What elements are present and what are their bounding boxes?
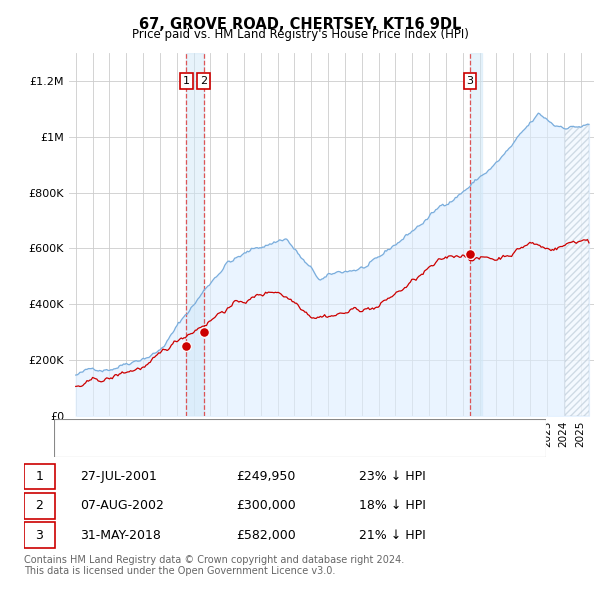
Text: 21% ↓ HPI: 21% ↓ HPI [359,529,425,542]
Text: 2: 2 [35,499,43,513]
FancyBboxPatch shape [24,493,55,519]
Text: Contains HM Land Registry data © Crown copyright and database right 2024.
This d: Contains HM Land Registry data © Crown c… [24,555,404,576]
Text: 67, GROVE ROAD, CHERTSEY, KT16 9DL: 67, GROVE ROAD, CHERTSEY, KT16 9DL [139,17,461,31]
Text: HPI: Average price, detached house, Runnymede: HPI: Average price, detached house, Runn… [103,442,377,453]
Text: £249,950: £249,950 [236,470,295,483]
FancyBboxPatch shape [24,464,55,490]
Text: 18% ↓ HPI: 18% ↓ HPI [359,499,425,513]
Text: 31-MAY-2018: 31-MAY-2018 [80,529,161,542]
Text: 3: 3 [466,76,473,86]
Text: 27-JUL-2001: 27-JUL-2001 [80,470,157,483]
Text: 1: 1 [183,76,190,86]
Text: 1: 1 [35,470,43,483]
Text: 2: 2 [200,76,207,86]
Text: 23% ↓ HPI: 23% ↓ HPI [359,470,425,483]
Text: £582,000: £582,000 [236,529,296,542]
Bar [470,53,482,416]
Bar [186,53,203,416]
Text: £300,000: £300,000 [236,499,296,513]
Text: Price paid vs. HM Land Registry's House Price Index (HPI): Price paid vs. HM Land Registry's House … [131,28,469,41]
Text: 67, GROVE ROAD, CHERTSEY, KT16 9DL (detached house): 67, GROVE ROAD, CHERTSEY, KT16 9DL (deta… [103,425,426,435]
FancyBboxPatch shape [24,522,55,548]
Text: 3: 3 [35,529,43,542]
Text: 07-AUG-2002: 07-AUG-2002 [80,499,164,513]
FancyBboxPatch shape [54,419,546,457]
